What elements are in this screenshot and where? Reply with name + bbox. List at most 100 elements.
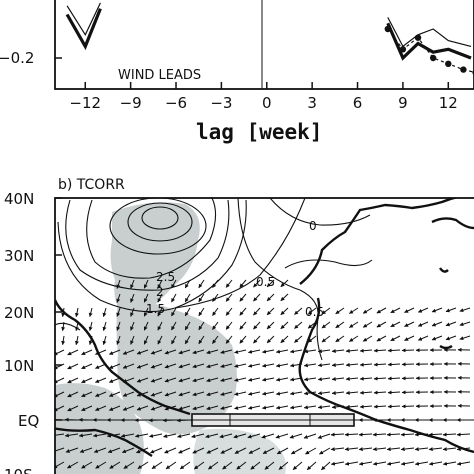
wind-arrow xyxy=(198,335,205,345)
wind-arrow xyxy=(116,335,121,345)
wind-arrow xyxy=(198,293,205,303)
wind-arrow xyxy=(67,349,79,356)
wind-arrow xyxy=(417,335,429,341)
wind-arrow xyxy=(130,307,135,317)
wind-arrow xyxy=(305,447,317,455)
series-point xyxy=(414,34,422,41)
wind-arrow xyxy=(64,433,79,438)
wind-arrow xyxy=(330,432,345,437)
wind-arrow xyxy=(206,405,219,411)
wind-arrow xyxy=(372,447,387,452)
wind-arrow xyxy=(143,307,149,317)
shaded-region-central xyxy=(116,300,237,435)
wind-arrow xyxy=(345,362,359,367)
wind-arrow xyxy=(208,461,219,470)
wind-arrow xyxy=(319,447,331,455)
wind-arrow xyxy=(253,321,261,330)
wind-arrow xyxy=(157,293,163,303)
wind-arrow xyxy=(177,433,191,439)
wind-arrow xyxy=(163,433,177,438)
wind-arrow xyxy=(387,376,401,381)
wind-arrow xyxy=(67,405,79,412)
wind-arrow xyxy=(428,432,443,437)
wind-arrow xyxy=(303,391,317,396)
wind-arrow xyxy=(373,404,387,409)
wind-arrow xyxy=(234,405,247,410)
wind-arrow xyxy=(317,349,331,354)
wind-arrow xyxy=(456,447,471,452)
wind-arrow xyxy=(136,391,149,397)
wind-arrow xyxy=(400,461,415,466)
wind-arrow xyxy=(253,307,261,316)
wind-arrow xyxy=(459,335,471,341)
wind-arrow xyxy=(225,321,233,330)
contour-label-0-5-b: 0.5 xyxy=(305,305,324,319)
wind-arrow xyxy=(442,432,457,437)
wind-arrow xyxy=(95,363,107,369)
wind-arrow xyxy=(317,433,331,439)
panel-title: b) TCORR xyxy=(58,177,125,193)
series-line-1 xyxy=(66,2,101,37)
wind-arrow xyxy=(335,307,345,315)
wind-arrow xyxy=(390,335,401,342)
wind-arrow xyxy=(330,461,345,466)
wind-arrow xyxy=(317,391,331,396)
wind-arrow xyxy=(289,405,303,410)
wind-arrow xyxy=(248,349,261,354)
wind-arrow xyxy=(401,348,415,353)
wind-arrow xyxy=(206,363,219,369)
wind-arrow xyxy=(136,349,149,355)
wind-arrow xyxy=(107,447,121,454)
wind-arrow xyxy=(150,349,163,355)
wind-arrow xyxy=(184,279,191,289)
wind-arrow xyxy=(123,461,135,469)
lat-label-10n: 10N xyxy=(4,357,34,375)
wind-arrow xyxy=(401,362,415,367)
wind-arrow xyxy=(445,307,457,313)
wind-arrow xyxy=(414,461,429,466)
wind-arrow xyxy=(121,447,135,454)
xtick-label: −6 xyxy=(165,94,187,112)
wind-arrow xyxy=(164,377,177,383)
contour-labels: 0 2.5 2 1.5 0.5 0.5 xyxy=(146,219,324,319)
wind-arrow xyxy=(306,461,317,471)
wind-arrow xyxy=(431,335,443,341)
wind-arrow xyxy=(387,404,401,409)
wind-arrow xyxy=(248,447,261,454)
wind-arrow xyxy=(445,335,457,341)
wind-arrow xyxy=(362,335,373,342)
wind-arrow xyxy=(459,307,471,313)
wind-arrow xyxy=(417,307,429,313)
wind-arrow xyxy=(404,335,415,341)
wind-arrow xyxy=(359,376,373,381)
wind-arrow xyxy=(116,307,121,317)
wind-arrow xyxy=(262,391,275,396)
wind-arrow xyxy=(136,377,149,383)
wind-arrow xyxy=(81,363,93,370)
xtick-label: −12 xyxy=(69,94,101,112)
series-point xyxy=(399,46,407,53)
wind-arrow xyxy=(108,405,121,411)
wind-arrow xyxy=(248,363,261,368)
wind-arrow xyxy=(93,447,107,453)
wind-arrow xyxy=(136,405,149,411)
wind-arrow xyxy=(303,405,317,410)
wind-arrow xyxy=(116,293,121,303)
wind-arrow xyxy=(198,307,205,317)
wind-arrow xyxy=(171,307,177,317)
wind-arrow xyxy=(143,293,149,303)
wind-arrow xyxy=(400,432,415,437)
wind-arrow xyxy=(234,447,247,454)
wind-arrow xyxy=(459,321,471,327)
wind-arrow xyxy=(239,307,247,316)
wind-arrow xyxy=(294,321,303,329)
wind-arrow xyxy=(362,307,373,314)
wind-arrow xyxy=(344,461,359,466)
wind-arrow xyxy=(67,377,79,384)
wind-arrow xyxy=(178,377,191,383)
wind-arrow xyxy=(358,432,373,437)
wind-arrow xyxy=(321,321,331,329)
wind-arrow xyxy=(330,447,345,452)
wind-arrow xyxy=(136,447,149,454)
wind-arrow xyxy=(220,447,233,454)
